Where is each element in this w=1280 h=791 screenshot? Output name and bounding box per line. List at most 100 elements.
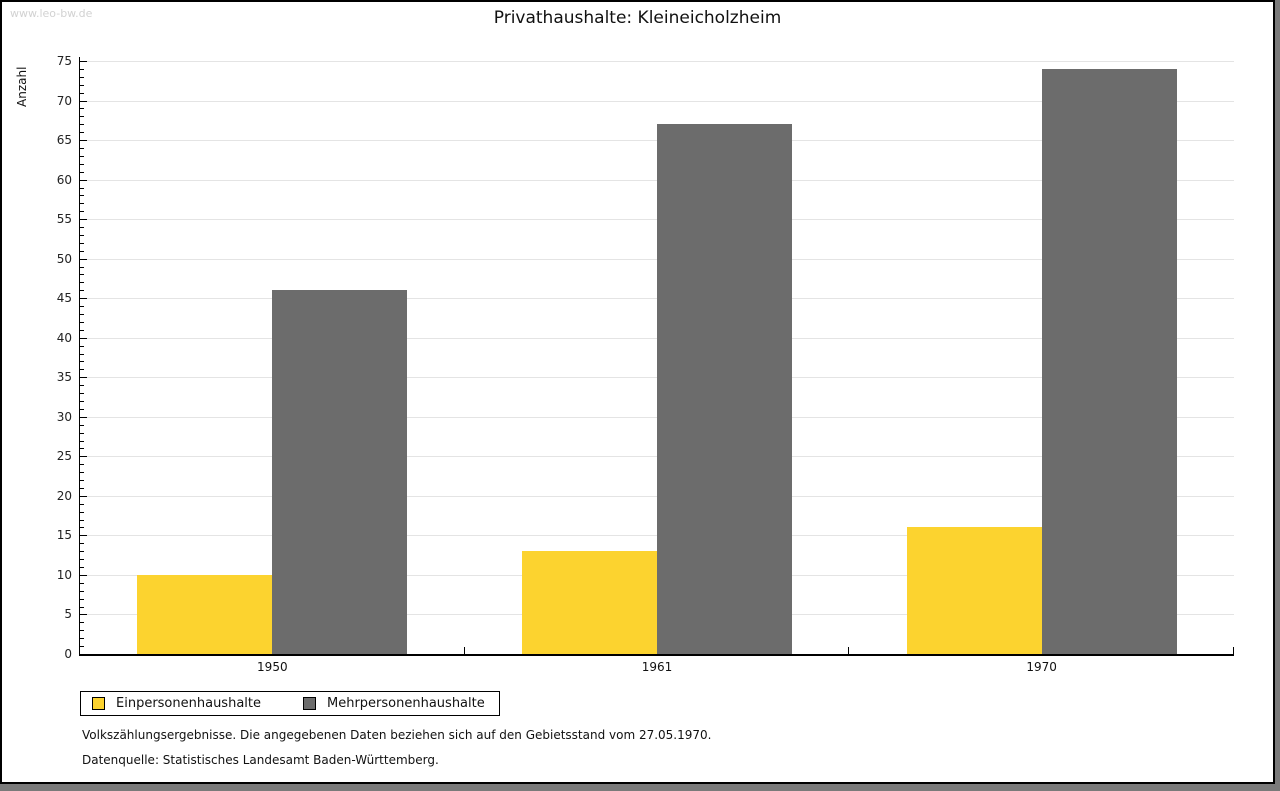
y-minor-tick-14 (80, 543, 84, 545)
y-tick-label-60: 60 (56, 172, 72, 187)
bar-einpersonenhaushalte-1950 (137, 574, 273, 654)
y-minor-tick-71 (80, 92, 84, 94)
bar-einpersonenhaushalte-1961 (522, 551, 657, 654)
x-axis-line (79, 654, 1234, 656)
legend-box: Einpersonenhaushalte Mehrpersonenhaushalt… (80, 691, 500, 716)
y-minor-tick-39 (80, 345, 84, 347)
y-minor-tick-13 (80, 551, 84, 553)
y-major-tick-15 (80, 535, 87, 537)
y-minor-tick-52 (80, 242, 84, 244)
y-tick-label-20: 20 (56, 488, 72, 503)
bar-mehrpersonenhaushalte-1950 (272, 290, 408, 654)
y-major-tick-25 (80, 456, 87, 458)
legend-label: Einpersonenhaushalte (116, 696, 261, 711)
y-minor-tick-19 (80, 503, 84, 505)
x-boundary-tick-2 (848, 647, 850, 654)
y-major-tick-10 (80, 574, 87, 576)
legend-item-mehrpersonenhaushalte: Mehrpersonenhaushalte (303, 696, 485, 711)
y-minor-tick-7 (80, 598, 84, 600)
y-minor-tick-1 (80, 646, 84, 648)
y-minor-tick-62 (80, 163, 84, 165)
plot-area: 1950 1961 1970 0 5 10 15 20 25 30 35 40 45 50 55 60 65 70… (2, 2, 1273, 782)
y-minor-tick-29 (80, 424, 84, 426)
y-tick-label-45: 45 (56, 291, 72, 306)
y-minor-tick-66 (80, 132, 84, 134)
y-minor-tick-58 (80, 195, 84, 197)
y-major-tick-45 (80, 298, 87, 300)
bar-mehrpersonenhaushalte-1961 (657, 124, 792, 654)
y-minor-tick-23 (80, 472, 84, 474)
y-major-tick-75 (80, 61, 87, 62)
y-tick-label-25: 25 (56, 449, 72, 464)
y-major-tick-5 (80, 614, 87, 616)
y-minor-tick-8 (80, 590, 84, 592)
y-major-tick-60 (80, 179, 87, 181)
x-boundary-tick-3 (1233, 647, 1234, 654)
y-tick-label-35: 35 (56, 370, 72, 385)
y-minor-tick-68 (80, 116, 84, 118)
bar-mehrpersonenhaushalte-1970 (1041, 68, 1177, 654)
y-minor-tick-63 (80, 155, 84, 157)
x-category-label-1961: 1961 (641, 660, 673, 674)
y-minor-tick-37 (80, 361, 84, 363)
y-major-tick-65 (80, 140, 87, 142)
y-minor-tick-18 (80, 511, 84, 513)
y-tick-label-75: 75 (56, 54, 72, 68)
x-boundary-tick-1 (463, 647, 465, 654)
y-tick-label-55: 55 (56, 212, 72, 227)
y-tick-label-65: 65 (56, 133, 72, 148)
y-minor-tick-46 (80, 290, 84, 292)
y-minor-tick-44 (80, 306, 84, 308)
gridline-70 (80, 100, 1234, 102)
y-minor-tick-36 (80, 369, 84, 371)
watermark-text: www.leo-bw.de (10, 7, 93, 20)
y-minor-tick-61 (80, 171, 84, 173)
y-minor-tick-59 (80, 187, 84, 189)
y-tick-label-50: 50 (56, 251, 72, 266)
gridline-75 (80, 61, 1234, 62)
y-minor-tick-56 (80, 211, 84, 213)
y-minor-tick-16 (80, 527, 84, 529)
y-minor-tick-73 (80, 76, 84, 78)
y-major-tick-40 (80, 337, 87, 339)
y-minor-tick-69 (80, 108, 84, 110)
y-minor-tick-32 (80, 400, 84, 402)
y-minor-tick-38 (80, 353, 84, 355)
y-minor-tick-27 (80, 440, 84, 442)
y-minor-tick-4 (80, 622, 84, 624)
y-minor-tick-49 (80, 266, 84, 268)
y-minor-tick-11 (80, 567, 84, 569)
x-category-label-1950: 1950 (257, 660, 288, 674)
legend-item-einpersonenhaushalte: Einpersonenhaushalte (92, 696, 261, 711)
y-minor-tick-42 (80, 321, 84, 323)
y-minor-tick-41 (80, 329, 84, 331)
bar-einpersonenhaushalte-1970 (906, 527, 1042, 654)
y-minor-tick-6 (80, 606, 84, 608)
y-minor-tick-12 (80, 559, 84, 561)
y-tick-label-0: 0 (64, 647, 72, 661)
y-tick-label-40: 40 (56, 330, 72, 345)
y-tick-label-70: 70 (56, 93, 72, 108)
y-minor-tick-43 (80, 314, 84, 315)
x-category-label-1970: 1970 (1026, 660, 1057, 674)
legend-label: Mehrpersonenhaushalte (327, 696, 485, 711)
y-tick-label-30: 30 (56, 409, 72, 424)
y-axis-line (79, 57, 80, 656)
y-major-tick-0 (80, 654, 87, 655)
y-minor-tick-64 (80, 147, 84, 149)
y-minor-tick-48 (80, 274, 84, 276)
y-minor-tick-33 (80, 393, 84, 395)
y-minor-tick-47 (80, 282, 84, 284)
footnote-source: Datenquelle: Statistisches Landesamt Bad… (82, 753, 439, 767)
y-minor-tick-51 (80, 250, 84, 252)
y-minor-tick-24 (80, 464, 84, 466)
y-major-tick-50 (80, 258, 87, 260)
y-minor-tick-9 (80, 582, 84, 584)
y-tick-label-10: 10 (56, 567, 72, 582)
y-major-tick-30 (80, 416, 87, 418)
y-minor-tick-72 (80, 84, 84, 86)
footnote-census: Volkszählungsergebnisse. Die angegebenen… (82, 728, 712, 742)
y-tick-label-15: 15 (56, 528, 72, 543)
chart-title: Privathaushalte: Kleineicholzheim (493, 8, 782, 28)
